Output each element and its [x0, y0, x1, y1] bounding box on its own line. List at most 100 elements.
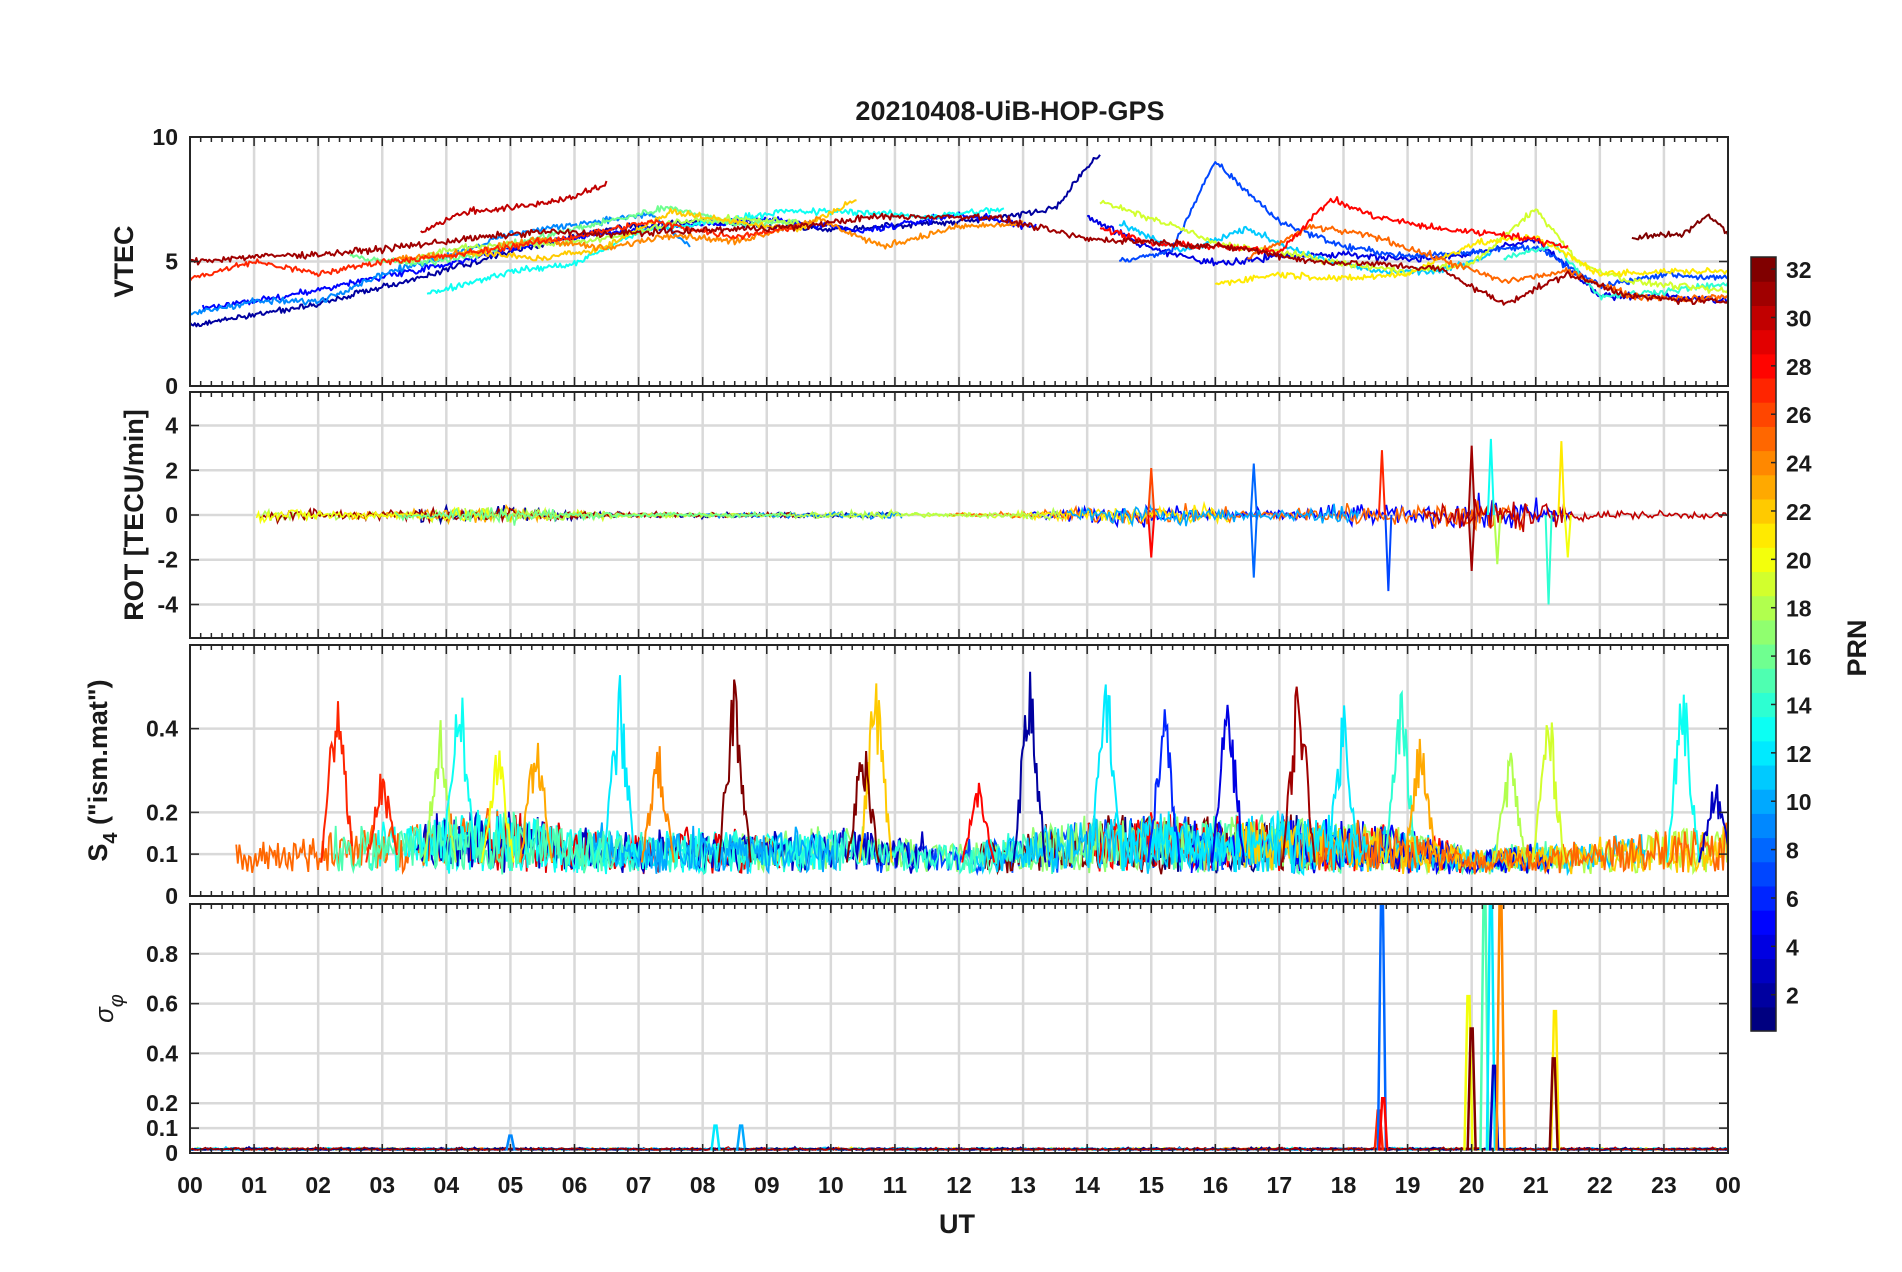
rot-spike-prn27: [1377, 450, 1386, 516]
xtick-label: 07: [626, 1172, 652, 1198]
s4-peak-prn12: [602, 675, 637, 863]
panel-vtec: 0 5 10 VTEC: [109, 124, 1729, 399]
s4-peak-prn14: [1384, 689, 1419, 863]
rot-line-prn16: [394, 507, 792, 526]
s4-peak-prn31: [1281, 686, 1316, 863]
s4-peak-prn24: [640, 746, 675, 863]
colorbar-cell-prn5: [1751, 910, 1776, 935]
colorbar-cell-prn17: [1751, 619, 1776, 645]
colorbar-tick-label: 22: [1786, 499, 1812, 525]
s4-peak-prn32: [845, 750, 880, 863]
s4-peak-prn20: [480, 750, 515, 863]
colorbar-cell-prn7: [1751, 861, 1776, 887]
rot-line-prn25: [948, 500, 1529, 532]
sigma-spike-prn12: [1485, 904, 1497, 1151]
xtick-label: 11: [883, 1172, 908, 1198]
sigma-spike-prn20: [1463, 994, 1474, 1151]
ylabel-sigma_phi: σφ: [89, 994, 128, 1023]
colorbar-cell-prn27: [1751, 377, 1776, 403]
colorbar-tick-label: 32: [1786, 257, 1812, 283]
ytick-label-s4: 0.1: [146, 841, 178, 867]
xtick-label: 03: [369, 1172, 395, 1198]
vtec-line-prn21: [1214, 234, 1728, 286]
colorbar-cell-prn21: [1751, 523, 1776, 548]
xtick-label: 19: [1395, 1172, 1421, 1198]
xtick-label: 04: [434, 1172, 460, 1198]
s4-peak-prn23: [1403, 738, 1438, 863]
frame-s4: [189, 644, 1729, 897]
colorbar-tick-label: 18: [1786, 596, 1812, 622]
xtick-label: 21: [1523, 1172, 1549, 1198]
colorbar-tick-label: 16: [1786, 644, 1812, 670]
colorbar-cell-prn11: [1751, 764, 1776, 790]
colorbar-tick-label: 4: [1786, 934, 1799, 960]
colorbar-tick-label: 2: [1786, 983, 1799, 1009]
colorbar-tick-label: 28: [1786, 354, 1812, 380]
rot-spike-prn28: [1147, 514, 1156, 558]
vtec-line-prn4: [1087, 214, 1728, 304]
vtec-line-prn24: [395, 216, 1024, 262]
ytick-label-s4: 0.4: [146, 716, 178, 742]
rot-spike-prn31: [1467, 445, 1476, 516]
colorbar-tick-label: 24: [1786, 451, 1812, 477]
sigma-spike-prn9: [505, 1134, 516, 1151]
xtick-label: 23: [1651, 1172, 1677, 1198]
sigma-spike-prn32: [1548, 1057, 1559, 1151]
ylabel-vtec: VTEC: [109, 225, 139, 297]
s4-line-prn15: [333, 811, 624, 875]
sigma-spike-prn8: [1376, 904, 1388, 1151]
xtick-label: 01: [241, 1172, 267, 1198]
rot-spike-prn7: [1384, 514, 1393, 592]
panel-s4: 0 0.1 0.2 0.4 S4 ("ism.mat"): [83, 644, 1729, 909]
ytick-label-rot: 2: [165, 457, 178, 483]
ytick-label-s4: 0: [165, 883, 178, 909]
xtick-label: 20: [1459, 1172, 1485, 1198]
ylabel-sub: φ: [106, 994, 128, 1007]
s4-peak-prn18: [1493, 752, 1528, 863]
s4-peak-prn22: [858, 683, 893, 863]
colorbar-cell-prn9: [1751, 813, 1776, 839]
ytick-label-sigma_phi: 0.4: [146, 1040, 178, 1066]
rot-spike-prn14: [1544, 514, 1553, 605]
s4-peak-prn23: [519, 742, 554, 863]
s4-peak-prn12: [1326, 705, 1361, 863]
colorbar-cell-prn29: [1751, 329, 1776, 355]
colorbar-tick-label: 26: [1786, 402, 1812, 428]
ytick-label-vtec: 5: [165, 249, 178, 275]
ytick-label-rot: -4: [158, 591, 179, 617]
x-axis-label: UT: [939, 1209, 975, 1239]
chart-title: 20210408-UiB-HOP-GPS: [855, 96, 1164, 126]
colorbar-cell-prn3: [1751, 958, 1776, 984]
s4-peak-prn13: [442, 697, 477, 863]
xtick-label: 16: [1203, 1172, 1229, 1198]
frame-rot: [189, 391, 1729, 639]
ylabel-main: S: [83, 844, 113, 862]
s4-peak-prn28: [961, 782, 996, 863]
ytick-label-vtec: 10: [152, 124, 178, 150]
rot-spike-prn18: [1493, 514, 1502, 565]
colorbar-cell-prn15: [1751, 668, 1776, 693]
vtec-line-prn32: [1631, 213, 1728, 241]
ytick-label-sigma_phi: 0.1: [146, 1115, 178, 1141]
ylabel-rot: ROT [TECU/min]: [119, 409, 149, 620]
rot-spike-prn26: [1147, 467, 1156, 516]
xtick-label: 00: [1715, 1172, 1741, 1198]
sigma-spike-prn28: [1377, 1096, 1389, 1151]
colorbar-cell-prn25: [1751, 426, 1776, 452]
ytick-label-s4: 0.2: [146, 799, 178, 825]
colorbar-tick-label: 6: [1786, 886, 1799, 912]
xtick-label: 10: [818, 1172, 844, 1198]
vtec-line-prn31: [190, 212, 1728, 306]
rot-spike-prn20: [1563, 514, 1572, 558]
colorbar-frame: [1750, 256, 1777, 1032]
sigma-spike-prn15: [1479, 904, 1490, 1151]
s4-peak-prn13: [1666, 694, 1701, 863]
rot-line-prn10: [1066, 501, 1360, 528]
colorbar-cell-prn13: [1751, 716, 1776, 742]
sigma-spike-prn10: [735, 1124, 747, 1151]
rot-spike-prn8: [1249, 514, 1258, 578]
s4-peak-prn3: [1698, 784, 1728, 863]
colorbar-tick-label: 30: [1786, 305, 1812, 331]
panel-rot: -4 -2 0 2 4 ROT [TECU/min]: [119, 391, 1729, 639]
vtec-line-prn25: [1247, 223, 1728, 303]
